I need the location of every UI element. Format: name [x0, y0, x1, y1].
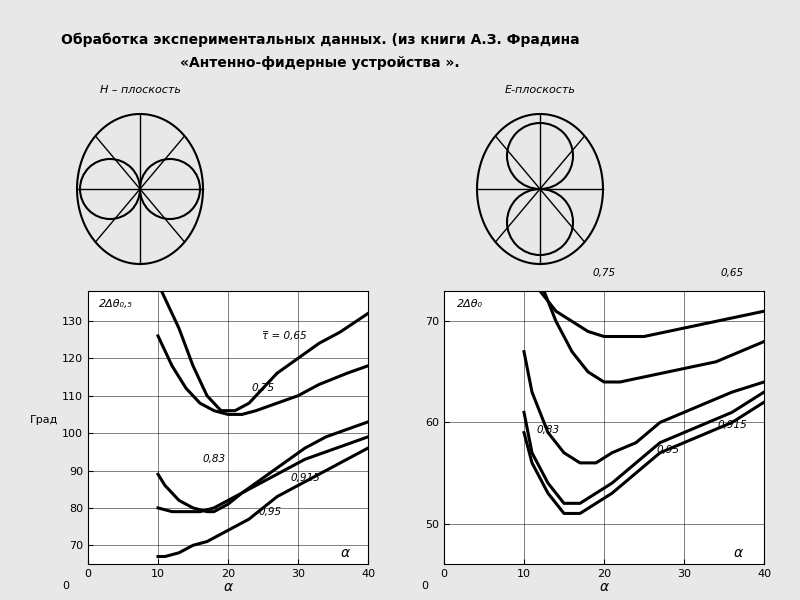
Text: 0,95: 0,95 [657, 445, 679, 455]
Text: 0,915: 0,915 [717, 419, 747, 430]
X-axis label: α: α [223, 580, 233, 594]
Text: 0,75: 0,75 [593, 268, 615, 278]
Text: α: α [341, 546, 350, 560]
X-axis label: α: α [599, 580, 609, 594]
Text: 0,65: 0,65 [721, 268, 743, 278]
Text: 0,83: 0,83 [202, 454, 226, 464]
Text: 2Δθ₀,₅: 2Δθ₀,₅ [99, 299, 133, 309]
Text: τ̅ = 0,65: τ̅ = 0,65 [262, 331, 306, 341]
Text: Обработка экспериментальных данных. (из книги А.З. Фрадина: Обработка экспериментальных данных. (из … [61, 33, 579, 47]
Text: Град: Град [30, 415, 58, 425]
Text: «Антенно-фидерные устройства ».: «Антенно-фидерные устройства ». [180, 56, 460, 70]
Text: 0,75: 0,75 [251, 383, 274, 393]
Text: 2Δθ₀: 2Δθ₀ [457, 299, 483, 309]
Text: 0,83: 0,83 [537, 425, 559, 434]
Text: 0,915: 0,915 [290, 473, 320, 483]
Text: 0: 0 [62, 581, 69, 591]
Text: 0,95: 0,95 [258, 506, 282, 517]
Text: α: α [734, 546, 743, 560]
Text: 0: 0 [422, 581, 428, 591]
Text: Е-плоскость: Е-плоскость [505, 85, 575, 95]
Text: Н – плоскость: Н – плоскость [99, 85, 181, 95]
